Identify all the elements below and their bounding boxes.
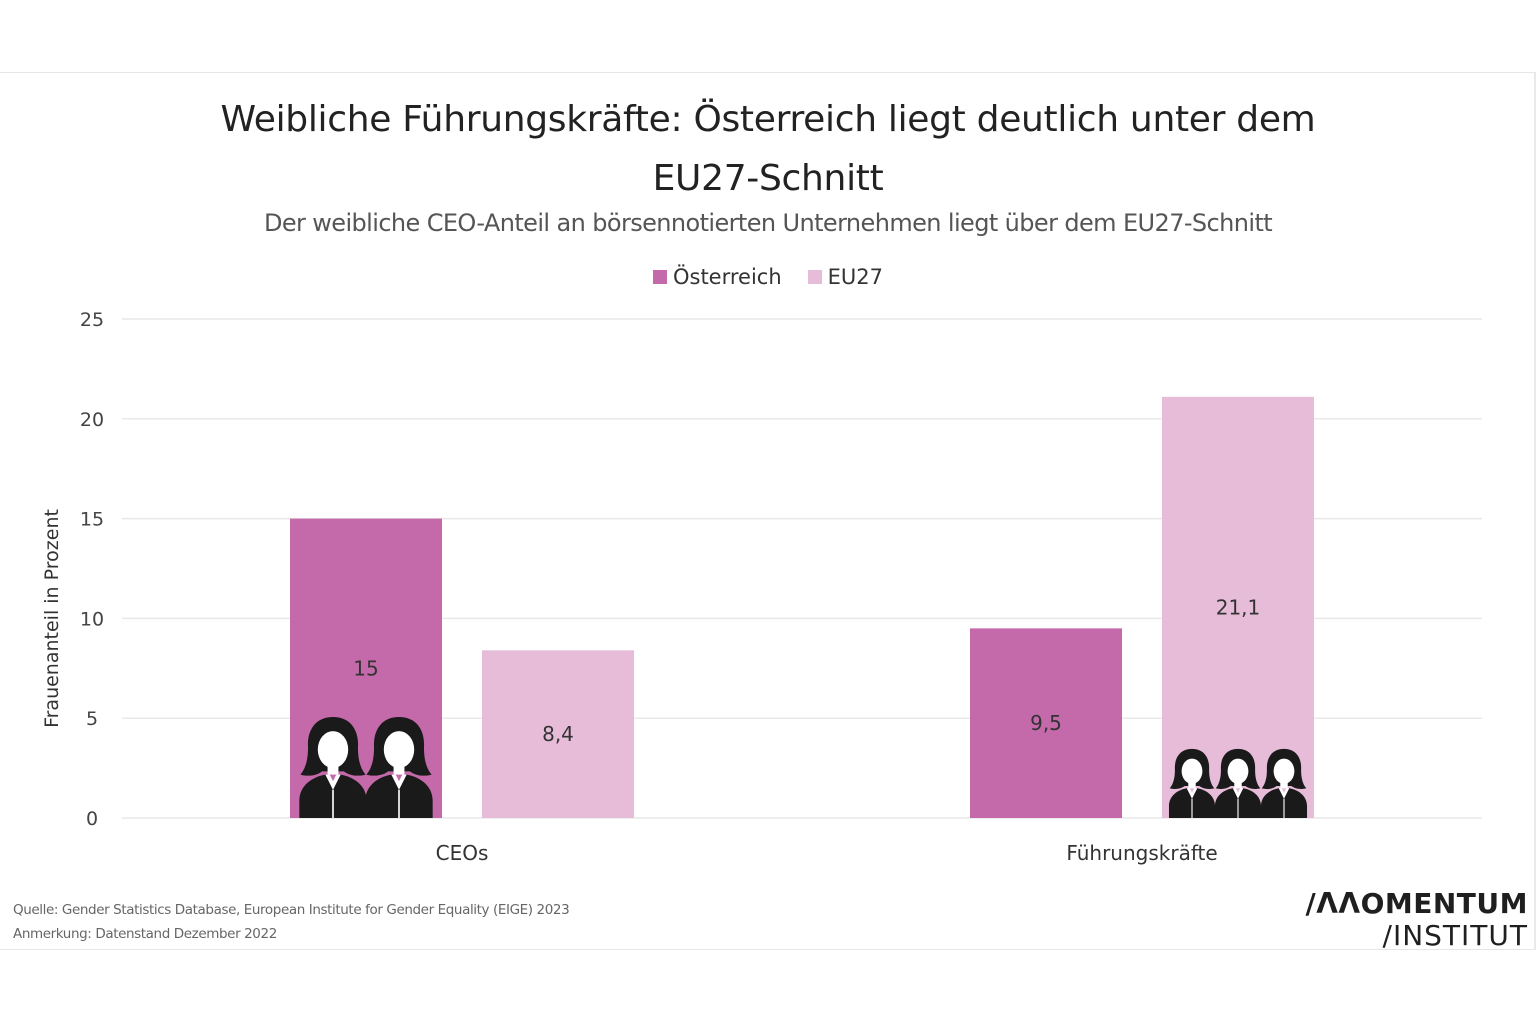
chart-subtitle: Der weibliche CEO-Anteil an börsennotier…: [263, 209, 1273, 237]
legend-item-oesterreich: Österreich: [652, 262, 782, 292]
data-label: 9,5: [1030, 711, 1062, 735]
bar-eu27-ceos: [482, 650, 634, 818]
chart-title: Weibliche Führungskräfte: Österreich lie…: [0, 90, 1536, 208]
legend-item-eu27: EU27: [807, 262, 884, 292]
data-label: 8,4: [542, 722, 574, 746]
momentum-institut-logo: /ΛΛOMENTUM /INSTITUT: [1306, 888, 1529, 952]
x-category-label: CEOs: [436, 841, 489, 865]
legend-swatch-eu27: [807, 270, 822, 284]
chart-title-line1: Weibliche Führungskräfte: Österreich lie…: [220, 99, 1316, 140]
chart-title-line2: EU27-Schnitt: [652, 158, 884, 199]
chart-footer: Quelle: Gender Statistics Database, Euro…: [13, 898, 570, 946]
legend-label-eu27: EU27: [827, 265, 884, 289]
source-note: Quelle: Gender Statistics Database, Euro…: [13, 902, 570, 918]
bar-eu27-fuehrungskraefte: [1162, 396, 1314, 818]
y-tick-label: 10: [80, 608, 104, 630]
legend-label-oesterreich: Österreich: [672, 265, 782, 289]
y-tick-label: 25: [80, 309, 104, 331]
y-tick-label: 20: [80, 409, 104, 431]
bars-layer: [290, 396, 1314, 818]
legend-swatch-oesterreich: [652, 270, 667, 284]
y-tick-label: 15: [80, 509, 104, 531]
data-note: Anmerkung: Datenstand Dezember 2022: [13, 926, 277, 942]
bar-oesterreich-fuehrungskraefte: [970, 628, 1122, 818]
chart-legend: Österreich EU27: [0, 262, 1536, 292]
logo-line2: /INSTITUT: [1382, 919, 1528, 952]
y-axis: 0 5 10 15 20 25 Frauenanteil in Prozent CEOs Füh…: [41, 309, 1218, 865]
data-labels-layer: 15 8,4 9,5 21,1: [353, 595, 1260, 746]
x-category-label: Führungskräfte: [1066, 841, 1217, 865]
data-label: 15: [353, 656, 378, 680]
y-tick-label: 0: [86, 808, 98, 830]
icons-layer: [298, 716, 1308, 819]
data-label: 21,1: [1216, 595, 1261, 619]
y-axis-title: Frauenanteil in Prozent: [41, 509, 63, 728]
y-tick-label: 5: [86, 708, 98, 730]
logo-line1: /ΛΛOMENTUM: [1305, 887, 1528, 920]
